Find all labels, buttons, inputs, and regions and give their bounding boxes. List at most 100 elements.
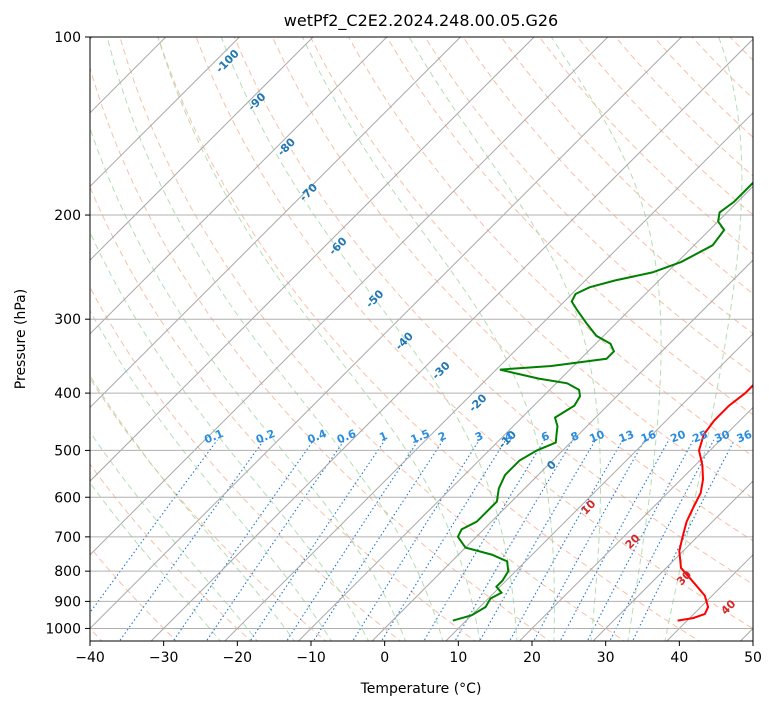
moist-adiabat-line <box>90 482 221 641</box>
dry-adiabat-line <box>271 37 753 542</box>
dry-adiabat-line <box>90 377 327 641</box>
dry-adiabat-line <box>90 463 252 641</box>
moist-adiabat-line <box>220 37 518 641</box>
mixing-ratio-line <box>586 439 694 641</box>
dry-adiabat-line <box>615 37 753 177</box>
mixing-ratio-line <box>533 439 646 641</box>
pressure-gridlines <box>90 36 753 629</box>
dry-adiabat-line <box>233 37 753 585</box>
x-tick-label: 10 <box>449 650 467 666</box>
dry-adiabat-line <box>90 185 476 641</box>
isotherm-line <box>150 38 753 641</box>
moist-adiabat-line <box>106 37 444 641</box>
dry-adiabat-line <box>157 37 701 641</box>
plot-frame <box>89 36 754 642</box>
x-tick-label: 50 <box>744 650 762 666</box>
mixing-ratio-line <box>249 439 386 641</box>
mixing-ratio-line <box>172 439 315 641</box>
y-axis-ticks: 100 200 300 400 500 600 700 800 900 1000 <box>45 30 90 637</box>
x-axis-ticks: −40 −30 −20 −10 0 10 20 30 40 50 <box>75 641 762 666</box>
dry-adiabat-line <box>768 37 775 643</box>
moist-adiabat-line <box>90 231 370 641</box>
dry-adiabat-line <box>348 37 753 457</box>
isotherm-line <box>445 333 753 641</box>
mixing-ratio-line <box>312 439 444 641</box>
isotherm-label: -80 <box>275 135 298 158</box>
isotherm-label: 0 <box>544 458 559 473</box>
mixing-ratio-label: 0.6 <box>335 427 358 446</box>
y-tick-label: 500 <box>54 443 81 459</box>
dry-adiabat-line <box>310 37 753 499</box>
dry-adiabat-line <box>729 37 753 61</box>
isotherm-label: -90 <box>245 90 268 113</box>
mixing-ratio-label: 10 <box>587 428 606 446</box>
chart-title: wetPf2_C2E2.2024.248.00.05.G26 <box>284 11 558 31</box>
mixing-ratio-line <box>352 439 480 641</box>
isotherm-label: 40 <box>718 597 738 617</box>
y-tick-label: 700 <box>54 530 81 546</box>
x-tick-label: 30 <box>597 650 615 666</box>
background-guide-lines <box>90 37 775 643</box>
mixing-ratio-label: 0.4 <box>306 427 329 446</box>
diagram-labels: -100-90-80-70-60-50-40-30-20-10010203040… <box>202 47 754 618</box>
y-tick-label: 1000 <box>45 621 81 637</box>
mixing-ratio-line <box>559 439 670 641</box>
x-tick-label: 20 <box>523 650 541 666</box>
x-tick-label: 40 <box>670 650 688 666</box>
mixing-ratio-label: 36 <box>735 428 754 446</box>
y-tick-label: 200 <box>54 208 81 224</box>
x-axis-label: Temperature (°C) <box>360 681 482 697</box>
isotherm-line <box>90 37 388 335</box>
isotherm-line <box>90 37 314 261</box>
isotherm-label: -20 <box>466 391 489 414</box>
mixing-ratio-label: 1.5 <box>409 427 432 446</box>
isotherm-line <box>297 185 753 641</box>
mixing-ratio-label: 1 <box>377 429 389 444</box>
mixing-ratio-label: 30 <box>713 428 732 446</box>
mixing-ratio-label: 13 <box>617 428 636 446</box>
dry-adiabat-line <box>653 37 753 138</box>
mixing-ratio-label: 0.1 <box>202 427 225 446</box>
isotherm-line <box>90 37 683 630</box>
isotherm-line <box>90 37 535 482</box>
data-series <box>452 181 753 622</box>
y-tick-label: 300 <box>54 312 81 328</box>
isotherm-line <box>224 112 753 641</box>
dry-adiabat-line <box>119 37 626 641</box>
moist-adiabat-line <box>157 37 481 641</box>
isotherm-line <box>518 406 753 641</box>
isotherm-label: -50 <box>363 287 386 310</box>
isotherm-label: -60 <box>326 234 349 257</box>
mixing-ratio-line <box>205 439 346 641</box>
y-tick-label: 800 <box>54 564 81 580</box>
x-tick-label: −10 <box>296 650 326 666</box>
isotherm-line <box>90 37 462 409</box>
mixing-ratio-label: 25 <box>691 428 710 446</box>
isotherm-line <box>666 554 753 641</box>
mixing-ratio-label: 8 <box>569 429 581 444</box>
isotherm-line <box>371 259 753 641</box>
mixing-ratio-label: 6 <box>539 429 551 444</box>
y-axis-label: Pressure (hPa) <box>13 289 29 389</box>
y-tick-label: 100 <box>54 30 81 46</box>
x-tick-label: −40 <box>75 650 105 666</box>
moist-adiabat-line <box>90 126 407 641</box>
dry-adiabat-line <box>424 37 753 375</box>
mixing-ratio-line <box>423 439 545 641</box>
mixing-ratio-line <box>631 439 735 641</box>
x-tick-label: 0 <box>380 650 389 666</box>
isotherm-label: -100 <box>213 47 242 76</box>
mixing-ratio-label: 20 <box>668 428 687 446</box>
temperature-line <box>677 383 753 622</box>
isotherm-line <box>592 480 753 641</box>
y-tick-label: 600 <box>54 490 81 506</box>
isotherm-label: 10 <box>578 497 598 517</box>
dry-adiabat-line <box>386 37 753 416</box>
mixing-ratio-label: 0.2 <box>254 427 277 446</box>
mixing-ratio-line <box>286 439 420 641</box>
mixing-ratio-line <box>118 439 265 641</box>
mixing-ratio-label: 3 <box>473 429 485 444</box>
mixing-ratio-label: 16 <box>639 428 658 446</box>
moist-adiabat-line <box>301 37 555 641</box>
